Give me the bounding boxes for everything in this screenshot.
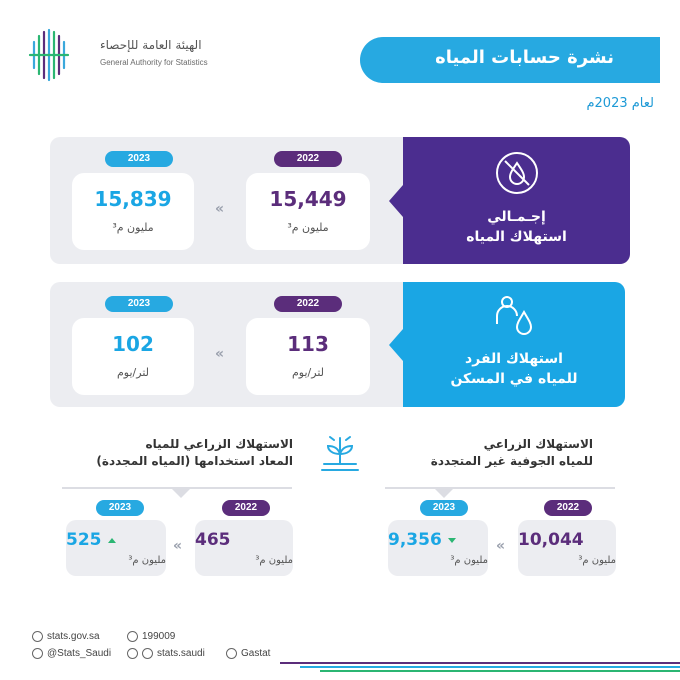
per-capita-label-line1: استهلاك الفرد — [465, 351, 563, 367]
value-2023: 9,356 — [388, 530, 488, 550]
total-consumption-card: إجـمـالي استهلاك المياه — [389, 137, 630, 264]
water-drop-circle-icon — [495, 152, 538, 194]
total-consumption-label-line1: إجـمـالي — [487, 209, 546, 225]
year-badge-2022: 2022 — [274, 151, 342, 167]
instagram-icon — [127, 648, 138, 659]
value-2022: 113 — [287, 332, 329, 356]
x-twitter-icon — [32, 648, 43, 659]
agri-groundwater-divider — [385, 487, 615, 498]
org-name-en: General Authority for Statistics — [100, 58, 208, 67]
value-2023: 15,839 — [94, 187, 172, 211]
footer-twitter[interactable]: @Stats_Saudi — [32, 648, 111, 659]
value-card-2022: 465 مليون م³ — [195, 520, 293, 576]
per-capita-panel: 2023 2022 102 لتر/يوم « 113 لتر/يوم — [50, 282, 430, 407]
agri-renewed-title: الاستهلاك الزراعي للمياه المعاد استخدامه… — [60, 436, 293, 470]
year-badge-2022: 2022 — [274, 296, 342, 312]
org-name-ar: الهيئة العامة للإحصاء — [100, 38, 202, 52]
trend-down-icon — [447, 537, 456, 543]
year-badge-2023: 2023 — [105, 296, 173, 312]
facebook-icon — [142, 648, 153, 659]
footer-social[interactable]: stats.saudi — [127, 648, 205, 659]
agri-groundwater-title-line2: للمياه الجوفية غير المتجددة — [430, 454, 593, 468]
chevron-left-icon: « — [173, 538, 183, 554]
unit-2023: لتر/يوم — [116, 366, 149, 379]
globe-icon — [32, 631, 43, 642]
bulletin-title-pill: نشرة حسابات المياه — [360, 37, 660, 83]
footer-phone[interactable]: 199009 — [127, 631, 175, 642]
bulletin-title: نشرة حسابات المياه — [435, 47, 614, 68]
unit-2023: مليون م³ — [112, 221, 154, 234]
footer-social-text: stats.saudi — [157, 648, 205, 660]
per-capita-label: استهلاك الفرد للمياه في المسكن — [403, 349, 625, 389]
chevron-left-icon: « — [215, 346, 225, 362]
value-2022: 15,449 — [269, 187, 347, 211]
agri-renewed-divider — [62, 487, 292, 498]
value-card-2023: 102 لتر/يوم — [72, 318, 194, 395]
footer-twitter-text: @Stats_Saudi — [47, 648, 112, 660]
agri-groundwater-title: الاستهلاك الزراعي للمياه الجوفية غير الم… — [380, 436, 593, 470]
unit-2023: مليون م³ — [128, 555, 166, 566]
value-card-2023: 525 مليون م³ — [66, 520, 166, 576]
unit-2022: مليون م³ — [255, 555, 293, 566]
agri-renewed-title-line2: المعاد استخدامها (المياه المجددة) — [96, 454, 293, 468]
footer-phone-text: 199009 — [142, 631, 176, 643]
bulletin-year: لعام 2023م — [586, 96, 654, 111]
value-2023: 102 — [112, 332, 154, 356]
footer-decor-bars — [280, 662, 680, 672]
per-capita-card: استهلاك الفرد للمياه في المسكن — [389, 282, 625, 407]
irrigation-plant-icon — [321, 436, 359, 471]
total-consumption-label-line2: استهلاك المياه — [466, 229, 567, 245]
per-capita-label-line2: للمياه في المسكن — [450, 371, 578, 387]
year-badge-2022: 2022 — [544, 500, 592, 516]
value-2023-text: 9,356 — [388, 530, 442, 550]
value-card-2022: 10,044 مليون م³ — [518, 520, 616, 576]
value-2022: 465 — [195, 530, 231, 550]
footer-linkedin[interactable]: Gastat — [226, 648, 270, 659]
agri-renewed-title-line1: الاستهلاك الزراعي للمياه — [145, 437, 293, 451]
value-card-2022: 113 لتر/يوم — [246, 318, 370, 395]
unit-2022: مليون م³ — [287, 221, 329, 234]
gastat-logo-mark — [28, 28, 70, 82]
total-consumption-label: إجـمـالي استهلاك المياه — [403, 207, 630, 247]
year-badge-2023: 2023 — [420, 500, 468, 516]
value-card-2023: 9,356 مليون م³ — [388, 520, 488, 576]
value-2023-text: 525 — [66, 530, 102, 550]
value-card-2023: 15,839 مليون م³ — [72, 173, 194, 250]
linkedin-icon — [226, 648, 237, 659]
year-badge-2023: 2023 — [96, 500, 144, 516]
footer-website-text: stats.gov.sa — [47, 631, 100, 643]
value-2022: 10,044 — [518, 530, 584, 550]
value-card-2022: 15,449 مليون م³ — [246, 173, 370, 250]
chevron-left-icon: « — [215, 201, 225, 217]
chevron-left-icon: « — [496, 538, 506, 554]
gastat-logo: الهيئة العامة للإحصاء General Authority … — [28, 28, 218, 88]
year-badge-2022: 2022 — [222, 500, 270, 516]
year-badge-2023: 2023 — [105, 151, 173, 167]
footer-linkedin-text: Gastat — [241, 648, 271, 660]
unit-2023: مليون م³ — [450, 555, 488, 566]
agri-groundwater-title-line1: الاستهلاك الزراعي — [483, 437, 593, 451]
trend-up-icon — [107, 537, 116, 543]
phone-icon — [127, 631, 138, 642]
footer-website[interactable]: stats.gov.sa — [32, 631, 100, 642]
unit-2022: لتر/يوم — [291, 366, 324, 379]
total-consumption-panel: 2023 2022 15,839 مليون م³ « 15,449 مليون… — [50, 137, 430, 264]
person-drop-icon — [496, 296, 533, 335]
value-2023: 525 — [66, 530, 166, 550]
unit-2022: مليون م³ — [578, 555, 616, 566]
